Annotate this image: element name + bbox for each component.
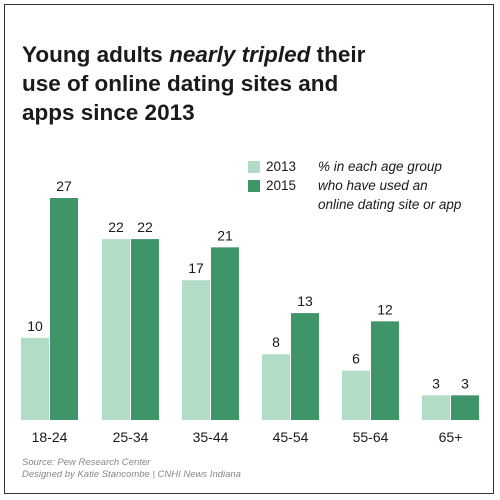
bar-2015-18-24 <box>50 198 78 420</box>
data-label-2013-55-64: 6 <box>352 351 360 367</box>
legend-swatch-2013 <box>248 161 260 173</box>
bar-2013-45-54 <box>262 354 290 420</box>
data-label-2013-45-54: 8 <box>272 334 280 350</box>
bar-2015-65+ <box>451 395 479 420</box>
data-label-2015-18-24: 27 <box>56 178 72 194</box>
x-tick-label-55-64: 55-64 <box>353 429 389 445</box>
x-tick-label-65+: 65+ <box>439 429 463 445</box>
bar-2015-45-54 <box>291 313 319 420</box>
legend-swatch-2015 <box>248 180 260 192</box>
legend-description-line3: online dating site or app <box>318 197 462 212</box>
credit-line: Designed by Katie Stancombe | CNHI News … <box>22 469 241 480</box>
bar-2015-35-44 <box>211 247 239 420</box>
data-label-2015-25-34: 22 <box>137 219 153 235</box>
source-line: Source: Pew Research Center <box>22 457 151 468</box>
data-label-2015-55-64: 12 <box>377 301 393 317</box>
legend-label-2013: 2013 <box>266 159 297 174</box>
bar-2013-65+ <box>422 395 450 420</box>
title-line3: apps since 2013 <box>22 100 195 125</box>
data-label-2013-65+: 3 <box>432 375 440 391</box>
legend-label-2015: 2015 <box>266 178 297 193</box>
title-emphasis: nearly tripled <box>169 42 311 67</box>
data-label-2013-25-34: 22 <box>108 219 124 235</box>
x-tick-label-25-34: 25-34 <box>113 429 149 445</box>
x-tick-label-45-54: 45-54 <box>273 429 309 445</box>
bar-2013-35-44 <box>182 280 210 420</box>
bar-2013-25-34 <box>102 239 130 420</box>
chart-title: Young adults nearly tripled their use of … <box>22 40 482 127</box>
bar-2015-55-64 <box>371 321 399 420</box>
source-note: Source: Pew Research Center Designed by … <box>22 457 241 481</box>
x-tick-label-18-24: 18-24 <box>32 429 68 445</box>
title-line1-start: Young adults <box>22 42 170 67</box>
data-label-2015-65+: 3 <box>461 375 469 391</box>
title-line2: use of online dating sites and <box>22 71 339 96</box>
title-line1-end: their <box>310 42 366 67</box>
chart-frame <box>4 4 494 494</box>
x-tick-label-35-44: 35-44 <box>193 429 229 445</box>
data-label-2015-45-54: 13 <box>297 293 313 309</box>
bar-2013-18-24 <box>21 337 49 420</box>
legend-description-line2: who have used an <box>318 178 428 193</box>
data-label-2015-35-44: 21 <box>217 227 233 243</box>
data-label-2013-18-24: 10 <box>27 318 43 334</box>
data-label-2013-35-44: 17 <box>188 260 204 276</box>
bar-2015-25-34 <box>131 239 159 420</box>
legend-description-line1: % in each age group <box>318 159 442 174</box>
bar-2013-55-64 <box>342 370 370 420</box>
